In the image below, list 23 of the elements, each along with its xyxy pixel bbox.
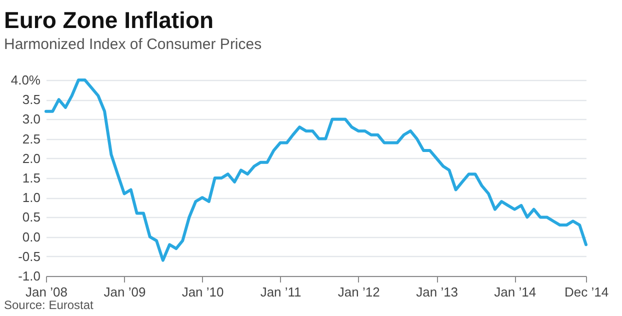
y-tick-label: 0.0: [22, 229, 40, 244]
x-tick-label: Jan ’12: [338, 284, 380, 300]
line-series: [44, 78, 588, 262]
y-tick-label: 1.5: [22, 170, 40, 186]
x-tick-label: Jan ’10: [182, 284, 224, 300]
x-tick-label: Dec ’14: [564, 284, 609, 300]
y-tick-label: 2.0: [22, 150, 40, 166]
y-tick-label: 4.0%: [10, 72, 41, 88]
chart-subtitle: Harmonized Index of Consumer Prices: [4, 36, 262, 53]
x-tick-label: Jan ’09: [104, 284, 146, 300]
x-tick-label: Jan ’14: [494, 284, 536, 300]
chart-title: Euro Zone Inflation: [4, 7, 214, 33]
x-tick-label: Jan ’11: [260, 284, 302, 300]
y-tick-label: 2.5: [22, 131, 40, 146]
y-tick-label: 1.0: [22, 190, 40, 206]
x-tick-label: Jan ’13: [416, 284, 458, 300]
y-tick-label: 0.5: [22, 210, 40, 225]
y-tick-label: -0.5: [18, 248, 40, 264]
y-tick-label: 3.0: [22, 112, 40, 127]
y-tick-label: 3.5: [22, 92, 40, 108]
x-tick-label: Jan ’08: [26, 284, 68, 300]
source-note: Source: Eurostat: [4, 298, 94, 312]
y-tick-label: -1.0: [18, 268, 40, 284]
